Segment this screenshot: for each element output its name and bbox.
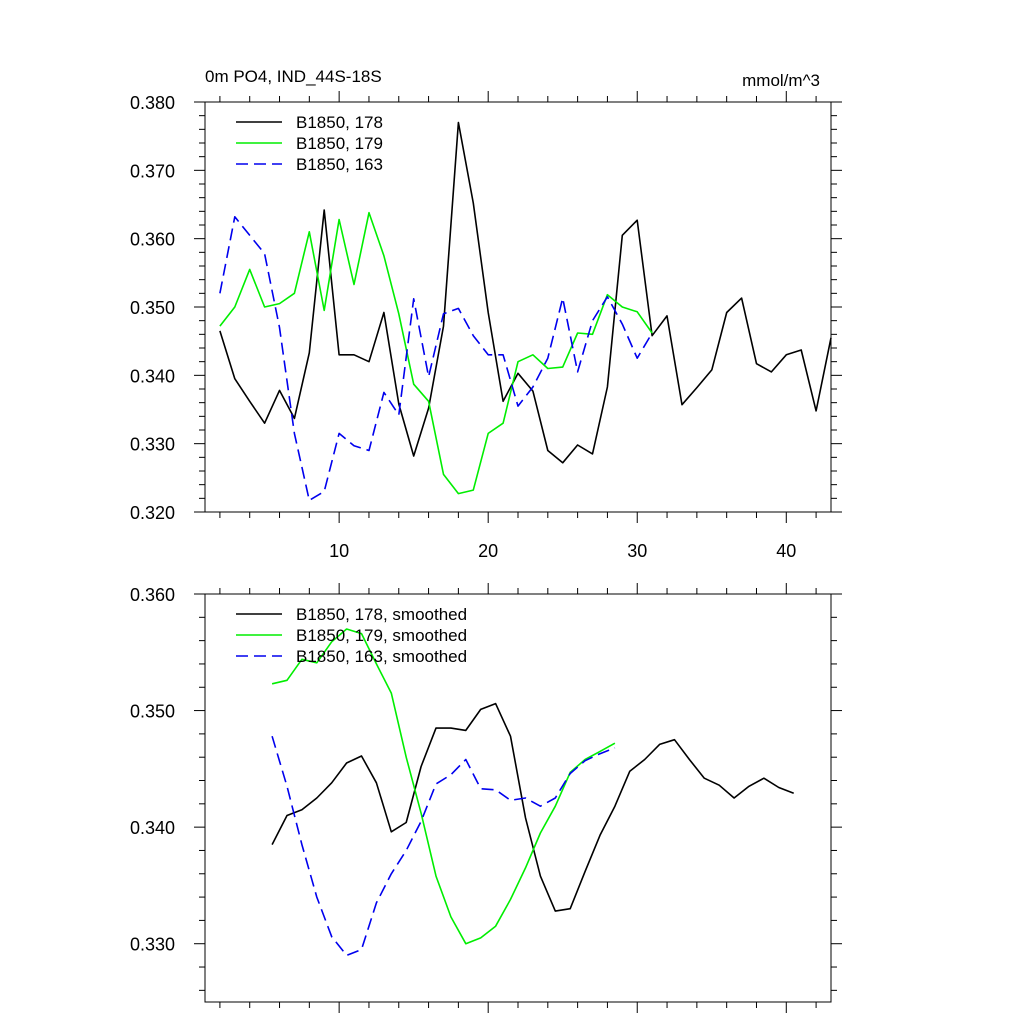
- legend-label: B1850, 163: [296, 155, 383, 174]
- y-tick-label: 0.340: [130, 818, 175, 838]
- series-line: [271, 628, 616, 945]
- bottom-panel: 0.330 0.340 0.350 0.360 B1850, 178, smoothed…: [130, 583, 842, 1013]
- legend-label: B1850, 163, smoothed: [296, 647, 467, 666]
- y-tick-label: 0.340: [130, 366, 175, 386]
- x-tick-label: 10: [329, 541, 349, 561]
- y-tick-label: 0.380: [130, 93, 175, 113]
- chart-title: 0m PO4, IND_44S-18S: [205, 67, 382, 86]
- series-line: [219, 216, 653, 502]
- y-tick-label: 0.360: [130, 585, 175, 605]
- legend-label: B1850, 178, smoothed: [296, 605, 467, 624]
- series-line: [219, 211, 653, 495]
- series-line: [271, 735, 616, 957]
- legend-label: B1850, 179: [296, 134, 383, 153]
- top-panel: 10 20 30 40 0.320 0.330 0.340 0.350 0.360 0.370 0.…: [130, 91, 842, 561]
- y-tick-label: 0.320: [130, 503, 175, 523]
- y-tick-label: 0.370: [130, 161, 175, 181]
- legend-label: B1850, 178: [296, 113, 383, 132]
- x-tick-label: 20: [478, 541, 498, 561]
- series-line: [219, 121, 832, 464]
- y-tick-label: 0.350: [130, 298, 175, 318]
- units-label: mmol/m^3: [742, 71, 820, 90]
- x-tick-label: 30: [627, 541, 647, 561]
- y-tick-label: 0.360: [130, 230, 175, 250]
- y-tick-label: 0.330: [130, 935, 175, 955]
- legend-label: B1850, 179, smoothed: [296, 626, 467, 645]
- series-line: [271, 702, 794, 912]
- x-tick-label: 40: [776, 541, 796, 561]
- y-tick-label: 0.330: [130, 435, 175, 455]
- y-tick-label: 0.350: [130, 702, 175, 722]
